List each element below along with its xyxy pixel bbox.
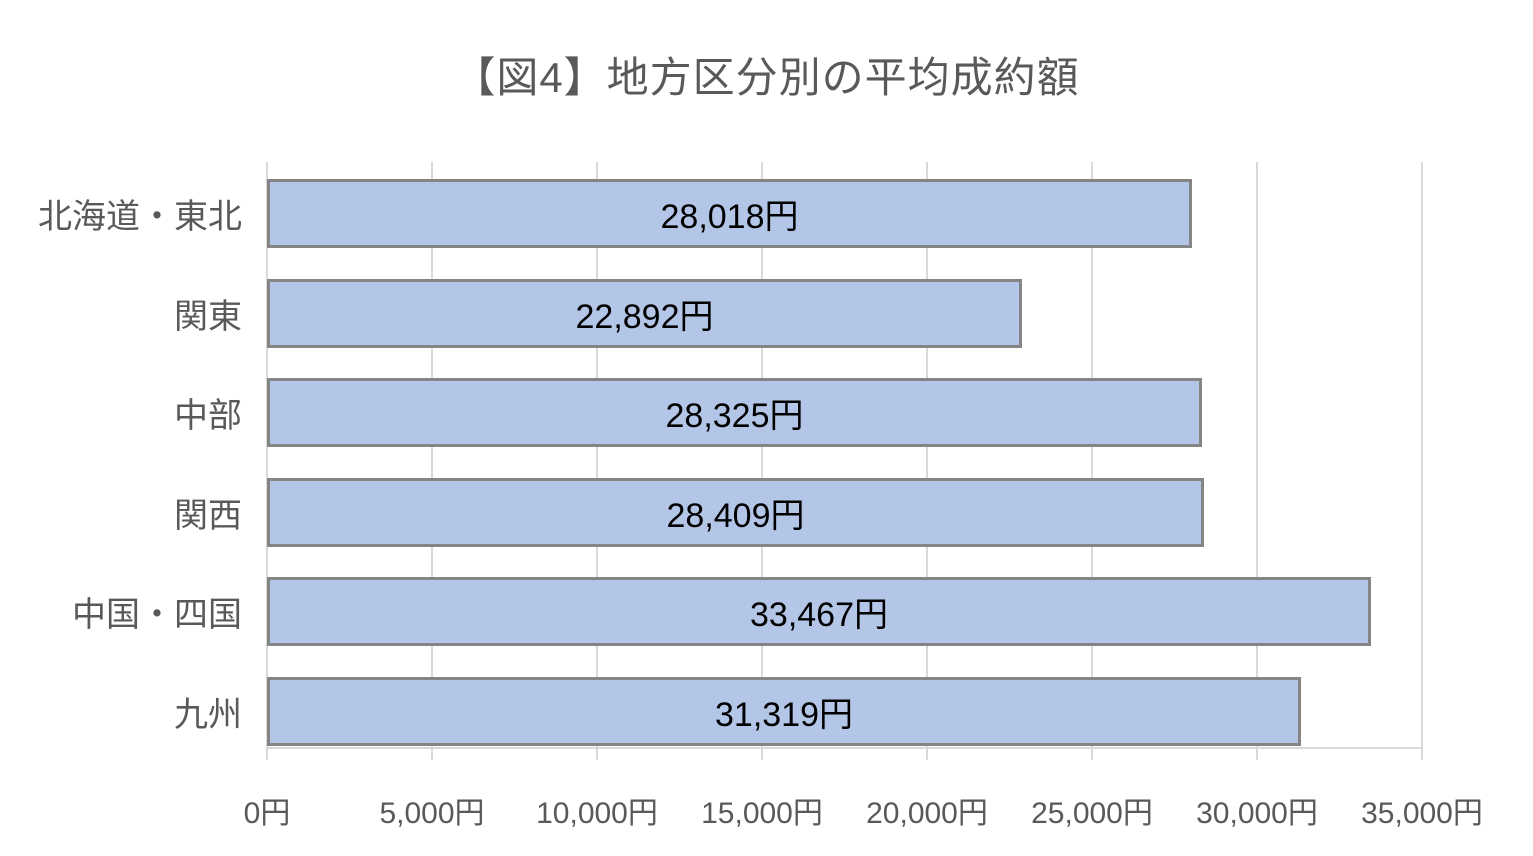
gridline bbox=[1421, 162, 1423, 760]
category-label: 中国・四国 bbox=[72, 596, 242, 634]
gridline bbox=[431, 162, 433, 760]
bar: 33,467円 bbox=[267, 577, 1371, 646]
category-label: 九州 bbox=[174, 695, 242, 734]
bar: 28,325円 bbox=[267, 378, 1202, 447]
category-label: 北海道・東北 bbox=[38, 198, 242, 236]
x-axis-tick-label: 30,000円 bbox=[1196, 797, 1318, 830]
bar: 31,319円 bbox=[267, 676, 1301, 746]
bar-value-label: 28,325円 bbox=[665, 397, 804, 435]
bar: 22,892円 bbox=[267, 278, 1022, 348]
x-axis-tick-label: 15,000円 bbox=[701, 797, 823, 830]
bar-value-label: 28,409円 bbox=[666, 496, 805, 535]
bar-value-label: 22,892円 bbox=[575, 297, 714, 336]
category-label: 中部 bbox=[174, 397, 242, 435]
x-axis-line bbox=[267, 747, 1422, 749]
x-axis-tick-label: 5,000円 bbox=[379, 797, 485, 830]
gridline bbox=[1256, 162, 1258, 760]
category-label: 関東 bbox=[174, 297, 242, 336]
x-axis-tick-label: 25,000円 bbox=[1031, 797, 1153, 830]
x-axis-tick-label: 35,000円 bbox=[1361, 797, 1483, 830]
gridline bbox=[266, 162, 268, 760]
bar: 28,409円 bbox=[267, 477, 1204, 547]
category-label: 関西 bbox=[174, 496, 242, 535]
chart-title: 【図4】地方区分別の平均成約額 bbox=[453, 54, 1080, 101]
bar-value-label: 31,319円 bbox=[715, 695, 853, 734]
gridline bbox=[1091, 162, 1093, 760]
x-axis-tick-label: 20,000円 bbox=[866, 797, 988, 830]
bar: 28,018円 bbox=[267, 179, 1192, 248]
x-axis-tick-label: 10,000円 bbox=[536, 797, 658, 830]
bar-value-label: 28,018円 bbox=[660, 198, 799, 236]
gridline bbox=[596, 162, 598, 760]
gridline bbox=[761, 162, 763, 760]
x-axis-tick-label: 0円 bbox=[243, 797, 291, 830]
bar-value-label: 33,467円 bbox=[750, 596, 888, 634]
gridline bbox=[926, 162, 928, 760]
